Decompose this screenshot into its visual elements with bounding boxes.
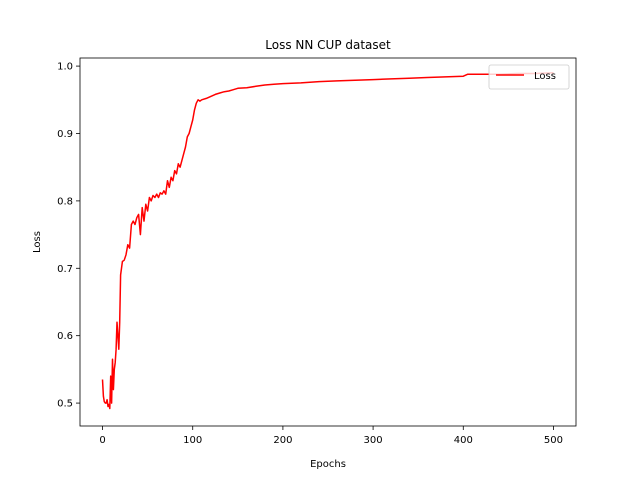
x-tick-label: 300: [364, 435, 383, 446]
y-tick-label: 0.9: [57, 129, 73, 140]
plot-area: [79, 57, 577, 427]
y-axis: 0.5 0.6 0.7 0.8 0.9 1.0: [57, 62, 80, 410]
y-tick-label: 0.5: [57, 399, 73, 410]
x-axis-title: Epochs: [310, 459, 346, 470]
y-axis-title: Loss: [32, 231, 43, 253]
x-tick-label: 400: [454, 435, 473, 446]
x-axis: 0 100 200 300 400 500: [99, 426, 563, 446]
legend-box: [488, 64, 570, 90]
x-tick-label: 200: [273, 435, 292, 446]
x-tick-label: 0: [99, 435, 105, 446]
series-line-loss: [101, 72, 554, 410]
y-tick-label: 0.6: [57, 331, 73, 342]
legend-label-loss: Loss: [534, 71, 556, 82]
plot-frame: [79, 57, 577, 427]
legend: Loss: [488, 64, 570, 90]
x-tick-label: 100: [183, 435, 202, 446]
x-tick-label: 500: [544, 435, 563, 446]
chart-title: Loss NN CUP dataset: [265, 38, 391, 52]
y-tick-label: 0.7: [57, 264, 73, 275]
y-tick-label: 0.8: [57, 196, 73, 207]
y-tick-label: 1.0: [57, 62, 73, 73]
